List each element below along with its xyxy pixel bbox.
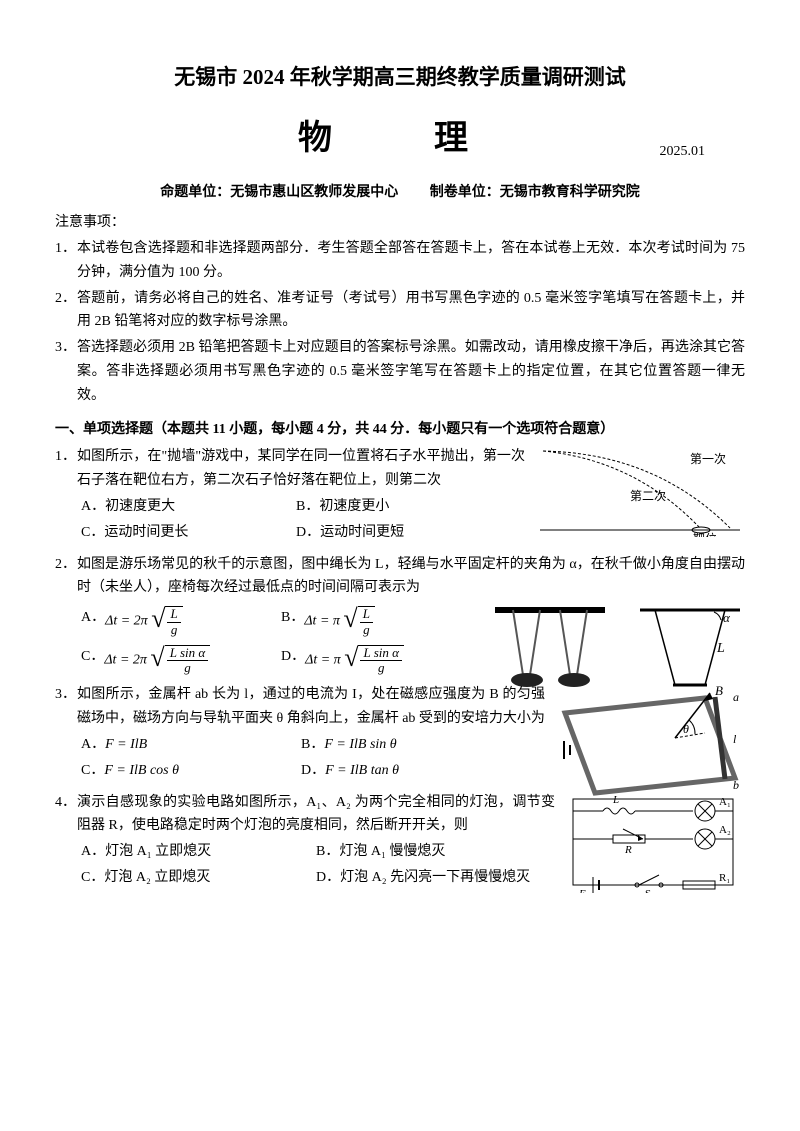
exam-date: 2025.01 — [660, 140, 706, 164]
q4-opt-b: 灯泡 A₁ 慢慢熄灭 — [339, 840, 445, 864]
notice-item: 2． 答题前，请务必将自己的姓名、准考证号（考试号）用书写黑色字迹的 0.5 毫… — [55, 287, 745, 335]
q4-opt-d: 灯泡 A₂ 先闪亮一下再慢慢熄灭 — [340, 866, 530, 890]
fig-label: θ — [683, 722, 689, 736]
subject-title: 物 理 — [298, 110, 502, 168]
q2a-den: g — [167, 623, 180, 637]
fig-label: R — [624, 844, 632, 856]
q1-opt-c: 运动时间更长 — [104, 521, 188, 545]
org-right-val: 无锡市教育科学研究院 — [500, 185, 640, 200]
notice-head: 注意事项： — [55, 211, 745, 235]
qnum: 4． — [55, 791, 77, 890]
qnum: 2． — [55, 553, 77, 676]
org-right-label: 制卷单位： — [430, 185, 500, 200]
q3-opt-a: F = IlB — [105, 733, 147, 757]
org-left-val: 无锡市惠山区教师发展中心 — [230, 185, 398, 200]
notice-item: 3． 答选择题必须用 2B 铅笔把答题卡上对应题目的答案标号涂黑。如需改动，请用… — [55, 336, 745, 407]
notice-num: 1． — [55, 237, 77, 285]
title-row: 物 理 2025.01 — [55, 110, 745, 168]
fig-label: B — [715, 683, 723, 698]
question-1: 1． 如图所示，在"抛墙"游戏中，某同学在同一位置将石子水平抛出，第一次石子落在… — [55, 445, 745, 544]
q2d-den: g — [360, 661, 402, 675]
q2d-pre: Δt = π — [305, 652, 341, 667]
q4-opt-c: 灯泡 A₂ 立即熄灭 — [104, 866, 210, 890]
q1-opt-b: 初速度更小 — [319, 495, 389, 519]
org-left-label: 命题单位： — [160, 185, 230, 200]
q4-figure: L A₁ A₂ R R₁ S E — [565, 791, 745, 891]
q2c-pre: Δt = 2π — [104, 652, 147, 667]
q2d-num: L sin α — [360, 646, 402, 661]
q3-opt-b: F = IlB sin θ — [324, 733, 396, 757]
q2c-num: L sin α — [167, 646, 209, 661]
q2a-pre: Δt = 2π — [105, 614, 148, 629]
q2b-den: g — [360, 623, 373, 637]
fig-label: E — [578, 888, 586, 893]
q2b-pre: Δt = π — [304, 614, 340, 629]
q3-opt-c: F = IlB cos θ — [104, 759, 179, 783]
question-3: 3． 如图所示，金属杆 ab 长为 l，通过的电流为 I，处在磁感应强度为 B … — [55, 683, 745, 782]
q1-opt-a: 初速度更大 — [105, 495, 175, 519]
q4-opt-a: 灯泡 A₁ 立即熄灭 — [105, 840, 211, 864]
notice-text: 本试卷包含选择题和非选择题两部分．考生答题全部答在答题卡上，答在本试卷上无效．本… — [77, 237, 745, 285]
fig-label: 第一次 — [690, 452, 726, 466]
fig-label: A₁ — [719, 796, 731, 808]
fig-label: 靶位 — [693, 531, 717, 537]
q2b-num: L — [360, 607, 373, 622]
notice-text: 答选择题必须用 2B 铅笔把答题卡上对应题目的答案标号涂黑。如需改动，请用橡皮擦… — [77, 336, 745, 407]
fig-label: S — [645, 888, 651, 893]
fig-label: L — [716, 641, 725, 656]
orgs-line: 命题单位：无锡市惠山区教师发展中心 制卷单位：无锡市教育科学研究院 — [55, 181, 745, 205]
fig-label: L — [612, 794, 619, 806]
fig-label: R₁ — [719, 872, 730, 884]
main-title: 无锡市 2024 年秋学期高三期终教学质量调研测试 — [55, 60, 745, 96]
question-2: 2． 如图是游乐场常见的秋千的示意图，图中绳长为 L，轻绳与水平固定杆的夹角为 … — [55, 553, 745, 676]
notice-item: 1． 本试卷包含选择题和非选择题两部分．考生答题全部答在答题卡上，答在本试卷上无… — [55, 237, 745, 285]
fig-label: α — [723, 610, 731, 625]
fig-label: 第二次 — [630, 489, 666, 503]
q1-figure: 第一次 第二次 靶位 — [535, 445, 745, 535]
section-1-head: 一、单项选择题（本题共 11 小题，每小题 4 分，共 44 分．每小题只有一个… — [55, 418, 745, 442]
q3-opt-d: F = IlB tan θ — [325, 759, 399, 783]
q2a-num: L — [167, 607, 180, 622]
fig-label: l — [733, 732, 737, 746]
notice-text: 答题前，请务必将自己的姓名、准考证号（考试号）用书写黑色字迹的 0.5 毫米签字… — [77, 287, 745, 335]
q1-opt-d: 运动时间更短 — [320, 521, 404, 545]
fig-label: a — [733, 690, 739, 704]
qnum: 1． — [55, 445, 77, 544]
notice-num: 2． — [55, 287, 77, 335]
q2-stem: 如图是游乐场常见的秋千的示意图，图中绳长为 L，轻绳与水平固定杆的夹角为 α，在… — [77, 553, 745, 601]
q2c-den: g — [167, 661, 209, 675]
question-4: 4． 演示自感现象的实验电路如图所示，A₁、A₂ 为两个完全相同的灯泡，调节变阻… — [55, 791, 745, 890]
notice-num: 3． — [55, 336, 77, 407]
qnum: 3． — [55, 683, 77, 782]
fig-label: A₂ — [719, 824, 731, 836]
q3-figure: B θ a b l — [555, 683, 745, 803]
